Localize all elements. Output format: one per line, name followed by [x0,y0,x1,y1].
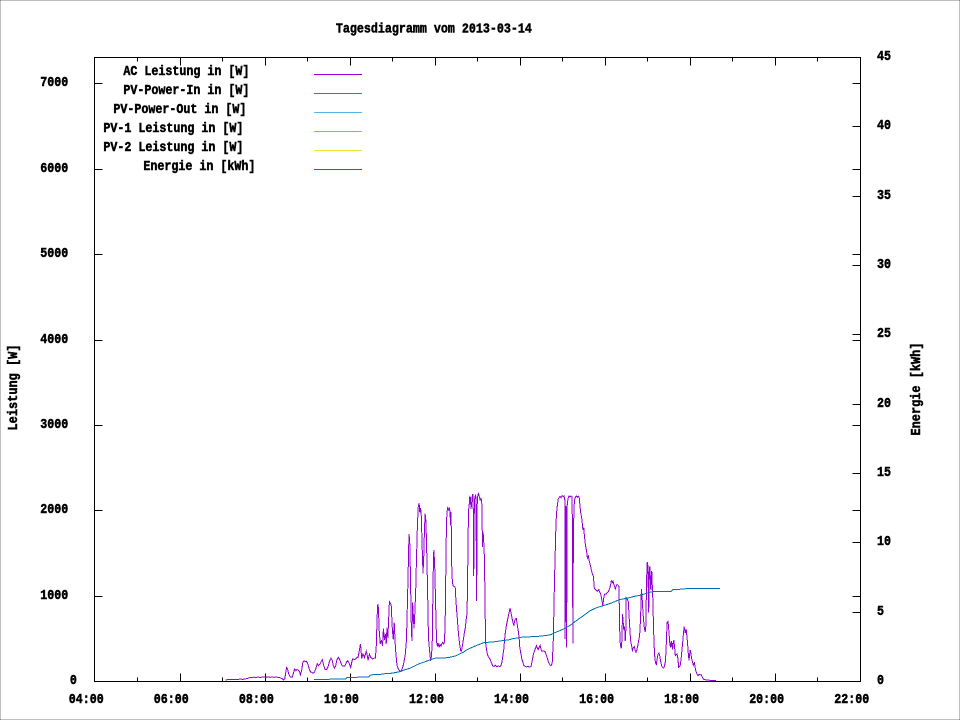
svg-text:6000: 6000 [40,162,68,177]
svg-text:45: 45 [877,50,891,65]
svg-text:2000: 2000 [40,503,68,518]
svg-text:22:00: 22:00 [834,693,869,708]
svg-text:PV-Power-In in [W]: PV-Power-In in [W] [123,84,249,99]
svg-text:PV-Power-Out in [W]: PV-Power-Out in [W] [113,103,246,118]
svg-text:08:00: 08:00 [239,693,274,708]
svg-text:14:00: 14:00 [494,693,529,708]
svg-text:5: 5 [877,605,884,620]
svg-text:AC Leistung in [W]: AC Leistung in [W] [123,65,249,80]
svg-text:0: 0 [70,674,77,689]
svg-text:7000: 7000 [40,76,68,91]
svg-text:Tagesdiagramm vom 2013-03-14: Tagesdiagramm vom 2013-03-14 [336,23,532,38]
svg-text:40: 40 [877,119,891,134]
svg-text:25: 25 [877,327,891,342]
svg-text:04:00: 04:00 [69,693,104,708]
svg-text:1000: 1000 [40,589,68,604]
svg-text:15: 15 [877,466,891,481]
svg-text:Energie in [kWh]: Energie in [kWh] [143,160,255,175]
svg-text:35: 35 [877,189,891,204]
svg-text:PV-2 Leistung in [W]: PV-2 Leistung in [W] [103,141,243,156]
svg-text:20:00: 20:00 [749,693,784,708]
svg-text:PV-1 Leistung in [W]: PV-1 Leistung in [W] [103,122,243,137]
svg-text:20: 20 [877,397,891,412]
svg-text:0: 0 [877,674,884,689]
svg-text:10: 10 [877,535,891,550]
svg-text:06:00: 06:00 [154,693,189,708]
svg-text:12:00: 12:00 [409,693,444,708]
svg-text:Energie [kWh]: Energie [kWh] [910,343,925,436]
svg-text:5000: 5000 [40,247,68,262]
svg-text:Leistung [W]: Leistung [W] [7,345,22,431]
svg-text:30: 30 [877,258,891,273]
svg-text:4000: 4000 [40,333,68,348]
svg-text:16:00: 16:00 [579,693,614,708]
svg-text:18:00: 18:00 [664,693,699,708]
svg-text:10:00: 10:00 [324,693,359,708]
svg-text:3000: 3000 [40,418,68,433]
